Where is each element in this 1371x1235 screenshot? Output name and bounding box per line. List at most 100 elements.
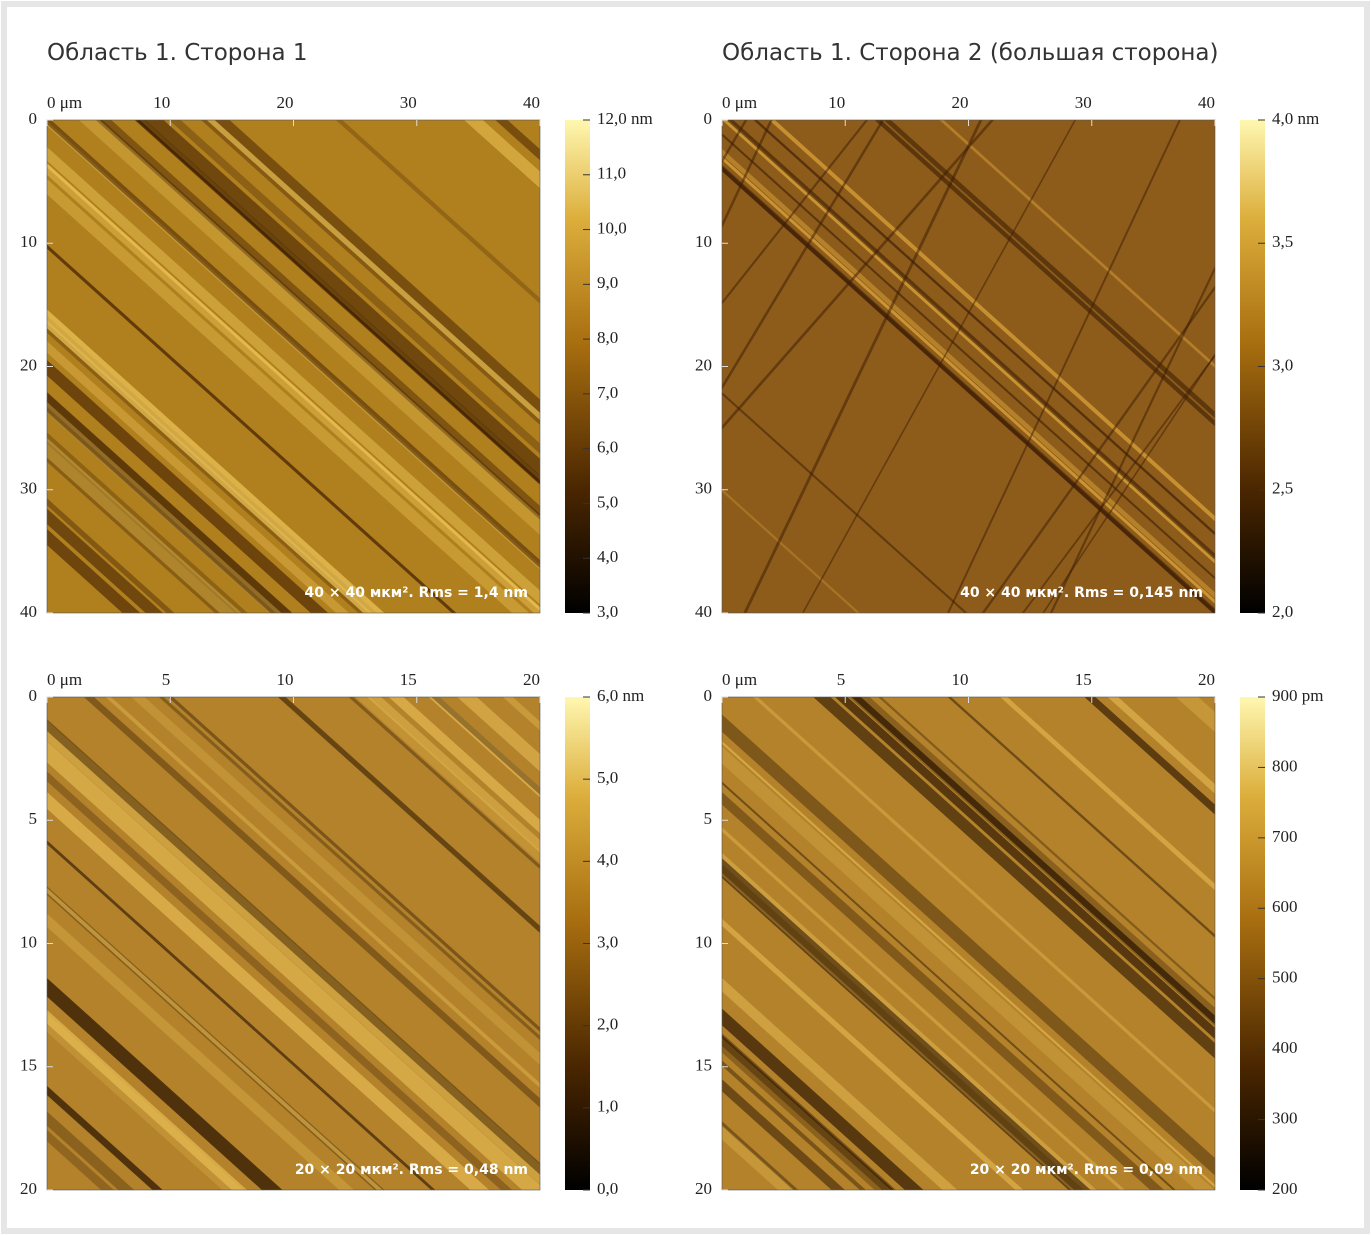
colorbar-tick-label: 4,0 <box>597 547 618 566</box>
stripe <box>834 697 1215 1040</box>
y-tick-label: 10 <box>20 232 37 251</box>
colorbar-tick-label: 600 <box>1272 897 1298 916</box>
stripe <box>946 120 1181 613</box>
x-tick-label: 15 <box>1075 670 1092 689</box>
stripe <box>134 120 540 485</box>
colorbar-tick-label: 5,0 <box>597 768 618 787</box>
stripe <box>47 244 457 613</box>
stripe <box>1042 353 1215 613</box>
stripe <box>47 359 329 613</box>
stripe <box>47 309 385 613</box>
stripe <box>47 178 530 613</box>
stripe <box>722 740 1215 1188</box>
stripe <box>47 163 540 612</box>
stripe <box>47 441 238 613</box>
stripe <box>722 120 995 430</box>
stripe <box>47 508 163 613</box>
stripe <box>722 792 1165 1190</box>
stripe <box>981 285 1215 613</box>
stripe <box>722 872 1075 1190</box>
stripe <box>722 120 773 229</box>
y-tick-label: 10 <box>20 932 37 951</box>
stripe <box>144 120 540 476</box>
colorbar-tick-label: 9,0 <box>597 273 618 292</box>
y-tick-label: 10 <box>695 232 712 251</box>
image-caption: 20 × 20 мкм². Rms = 0,09 nm <box>970 1162 1203 1178</box>
colorbar-tick-label: 200 <box>1272 1179 1298 1198</box>
y-tick-label: 30 <box>20 479 37 498</box>
stripe <box>726 120 1215 560</box>
x-tick-label: 5 <box>837 670 846 689</box>
image-caption: 20 × 20 мкм². Rms = 0,48 nm <box>295 1162 528 1178</box>
y-tick-label: 20 <box>695 1179 712 1198</box>
x-tick-label: 10 <box>952 670 969 689</box>
stripe <box>457 697 540 772</box>
colorbar-tick-label: 4,0 <box>597 850 618 869</box>
afm-image <box>47 120 540 613</box>
colorbar-tick-label: 2,0 <box>1272 602 1293 621</box>
y-tick-label: 15 <box>695 1056 712 1075</box>
stripe <box>47 771 513 1190</box>
stripe <box>206 120 540 420</box>
stripe <box>47 978 283 1190</box>
y-tick-label: 40 <box>695 602 712 621</box>
stripe <box>47 730 540 1186</box>
panel-title: Область 1. Сторона 1 <box>47 40 308 66</box>
colorbar-tick-label: 11,0 <box>597 164 626 183</box>
stripe <box>47 1111 135 1190</box>
stripe <box>47 887 383 1190</box>
stripe <box>168 697 540 1032</box>
x-tick-label: 30 <box>400 93 417 112</box>
stripe <box>47 1085 163 1190</box>
colorbar-tick-label: 900 pm <box>1272 686 1323 705</box>
x-tick-label: 0 μm <box>47 93 82 112</box>
stripe <box>47 121 540 570</box>
y-tick-label: 0 <box>704 686 713 705</box>
stripe <box>214 120 540 413</box>
colorbar-tick-label: 10,0 <box>597 218 627 237</box>
stripe <box>136 120 540 484</box>
stripe <box>878 697 1215 1001</box>
stripe <box>47 719 540 1175</box>
stripe <box>722 858 1091 1190</box>
stripe <box>47 146 540 605</box>
stripe <box>753 120 1215 536</box>
x-tick-label: 20 <box>523 670 540 689</box>
x-tick-label: 10 <box>277 670 294 689</box>
stripe <box>431 697 540 795</box>
y-tick-label: 20 <box>20 1179 37 1198</box>
stripe <box>95 120 540 520</box>
x-tick-label: 0 μm <box>47 670 82 689</box>
stripe <box>1107 697 1215 794</box>
colorbar-tick-label: 8,0 <box>597 328 618 347</box>
stripe <box>47 721 540 1185</box>
stripe <box>813 697 1215 1059</box>
y-tick-label: 0 <box>29 109 38 128</box>
stripe <box>722 918 1024 1190</box>
y-tick-label: 15 <box>20 1056 37 1075</box>
stripe <box>1084 697 1215 815</box>
stripe <box>1000 697 1215 891</box>
stripe <box>464 120 540 189</box>
stripe <box>47 401 282 613</box>
colorbar-tick-label: 300 <box>1272 1108 1298 1127</box>
stripe <box>335 120 540 304</box>
stripe <box>722 120 869 305</box>
stripe <box>83 697 540 1108</box>
stripe <box>801 120 1077 613</box>
colorbar-tick-label: 800 <box>1272 756 1298 775</box>
stripe <box>47 1009 248 1190</box>
stripe <box>78 120 540 536</box>
stripe <box>722 133 1215 580</box>
stripe <box>722 166 1215 613</box>
stripe <box>722 148 1215 599</box>
image-caption: 40 × 40 мкм². Rms = 0,145 nm <box>960 585 1203 601</box>
stripe <box>722 156 1215 604</box>
stripe <box>101 120 540 515</box>
stripe <box>939 120 1215 369</box>
stripe <box>355 697 540 864</box>
colorbar-tick-label: 12,0 nm <box>597 109 653 128</box>
x-tick-label: 30 <box>1075 93 1092 112</box>
x-tick-label: 15 <box>400 670 417 689</box>
